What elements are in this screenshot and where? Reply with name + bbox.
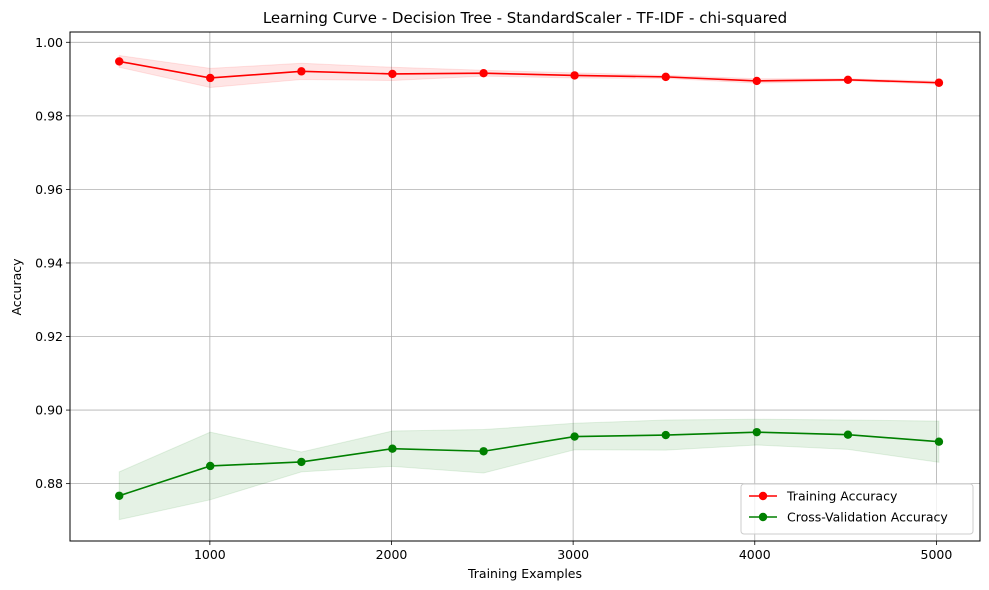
x-tick-label: 1000 bbox=[194, 547, 226, 562]
training-accuracy-point bbox=[115, 57, 124, 66]
training-accuracy-line bbox=[119, 60, 939, 84]
y-tick-label: 0.98 bbox=[35, 108, 63, 123]
cross-validation-accuracy-point bbox=[297, 457, 306, 467]
training-accuracy-point bbox=[843, 75, 853, 85]
y-axis-ticks: 0.88 0.90 0.92 0.94 0.96 0.98 1.00 bbox=[35, 35, 70, 491]
cross-validation-accuracy-line bbox=[118, 431, 940, 497]
y-tick-label: 0.88 bbox=[35, 476, 63, 491]
x-axis-label: Training Examples bbox=[467, 566, 582, 581]
y-tick-label: 0.94 bbox=[35, 255, 63, 270]
training-accuracy-point bbox=[297, 67, 306, 76]
x-axis-ticks: 1000 2000 3000 4000 5000 bbox=[194, 541, 952, 562]
legend-box bbox=[740, 483, 974, 535]
y-tick-label: 1.00 bbox=[35, 35, 63, 50]
plot-frame bbox=[69, 31, 981, 542]
plot-area bbox=[69, 31, 981, 542]
training-accuracy-point bbox=[934, 78, 944, 87]
cross-validation-accuracy-point bbox=[115, 491, 124, 500]
cross-validation-accuracy-band bbox=[118, 418, 940, 521]
training-accuracy-point bbox=[570, 71, 579, 80]
cross-validation-legend-label: Cross-Validation Accuracy bbox=[787, 510, 948, 525]
cross-validation-legend-marker bbox=[758, 512, 768, 522]
plot-background bbox=[70, 32, 980, 541]
training-accuracy-point bbox=[752, 76, 761, 86]
cross-validation-accuracy-point bbox=[479, 447, 488, 456]
grid bbox=[70, 32, 980, 541]
training-legend-label: Training Accuracy bbox=[786, 489, 898, 504]
x-tick-label: 2000 bbox=[376, 547, 408, 562]
x-tick-label: 5000 bbox=[921, 547, 953, 562]
cross-validation-accuracy-point bbox=[934, 437, 944, 446]
series-lines bbox=[118, 60, 940, 497]
cross-validation-accuracy-point bbox=[388, 444, 397, 453]
training-accuracy-point bbox=[661, 72, 670, 82]
cross-validation-accuracy-point bbox=[661, 430, 670, 440]
series-markers bbox=[115, 57, 944, 500]
chart-title: Learning Curve - Decision Tree - Standar… bbox=[263, 9, 787, 27]
training-accuracy-point bbox=[479, 68, 488, 78]
cross-validation-accuracy-point bbox=[570, 432, 579, 441]
y-axis-label: Accuracy bbox=[9, 258, 24, 316]
y-tick-label: 0.96 bbox=[35, 182, 63, 197]
x-tick-label: 4000 bbox=[739, 547, 771, 562]
training-legend-marker bbox=[758, 491, 768, 501]
cross-validation-accuracy-point bbox=[206, 461, 215, 471]
training-accuracy-point bbox=[388, 69, 397, 79]
cross-validation-accuracy-point bbox=[843, 430, 853, 439]
training-accuracy-point bbox=[206, 73, 215, 83]
y-tick-label: 0.92 bbox=[35, 329, 63, 344]
y-tick-label: 0.90 bbox=[35, 403, 63, 418]
legend: Training Accuracy Cross-Validation Accura… bbox=[740, 483, 974, 535]
x-tick-label: 3000 bbox=[557, 547, 589, 562]
cross-validation-accuracy-point bbox=[752, 427, 761, 437]
